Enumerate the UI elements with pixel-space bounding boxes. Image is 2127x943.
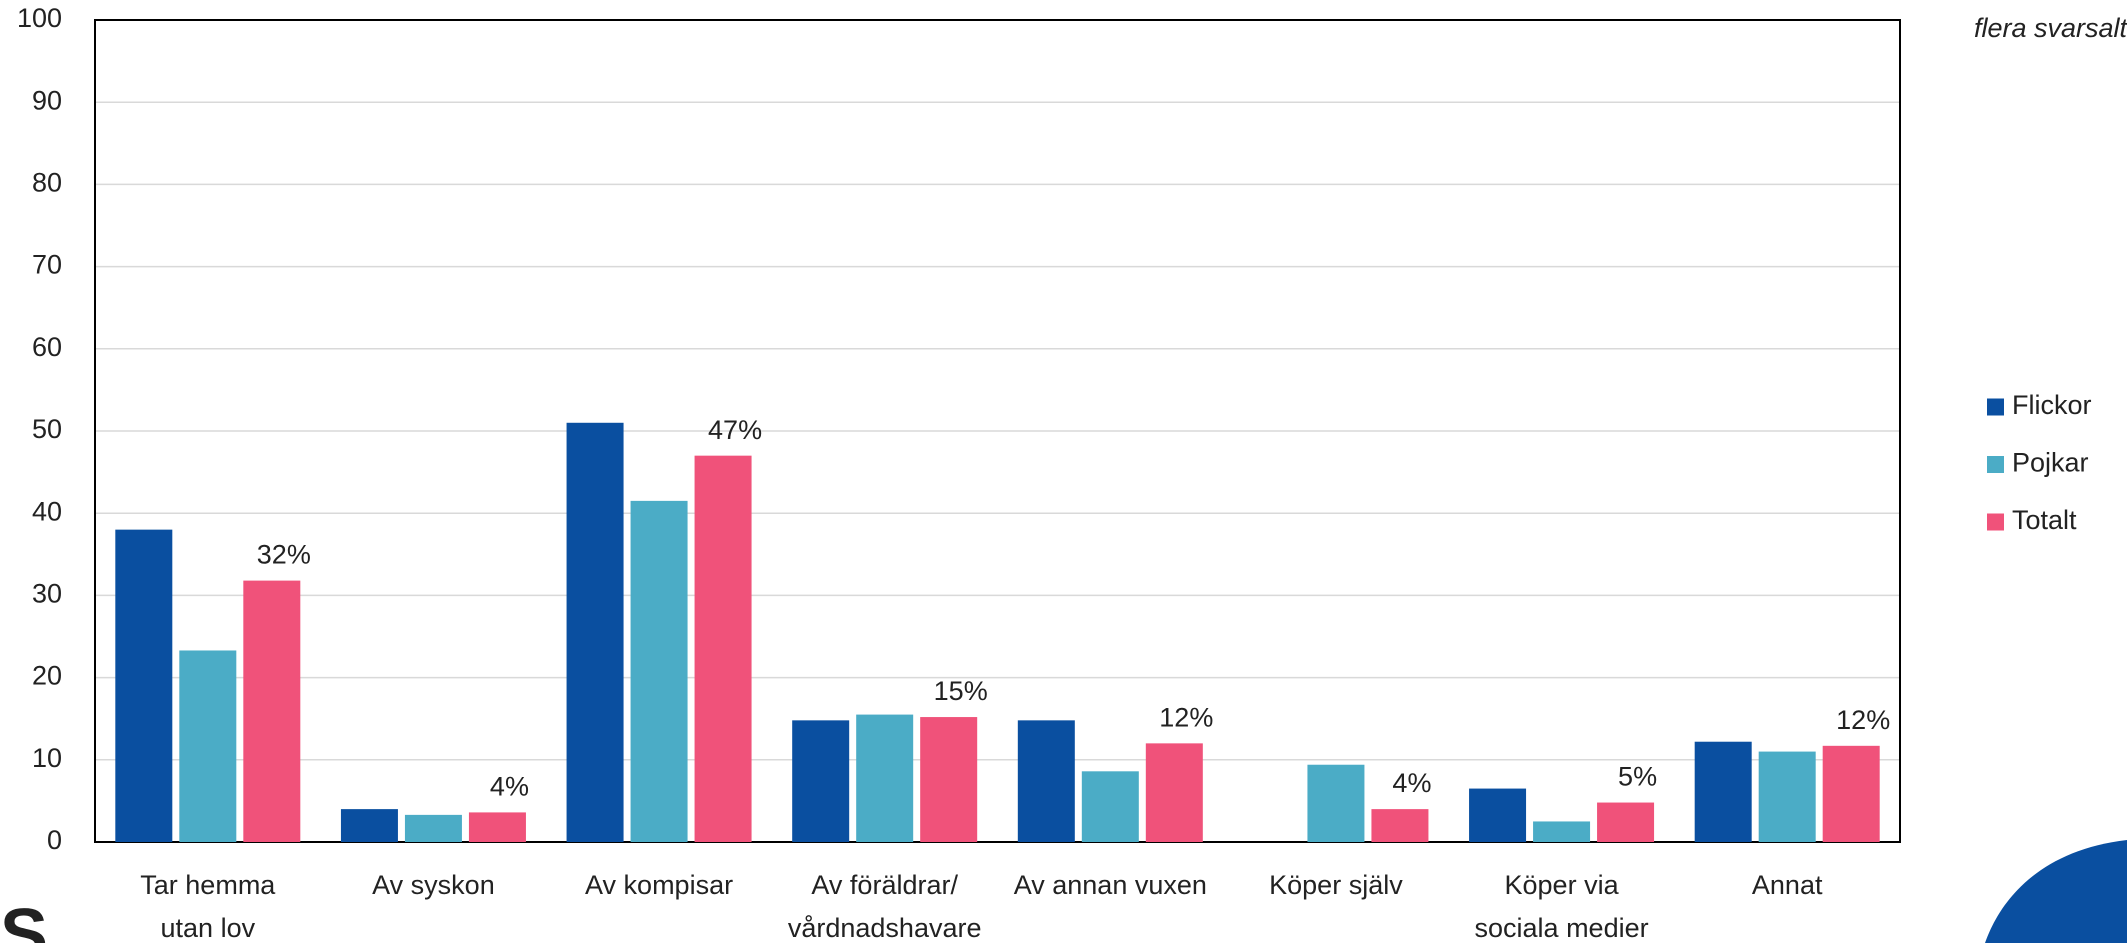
bar xyxy=(1371,809,1429,842)
bar xyxy=(920,717,978,842)
bar xyxy=(243,580,301,842)
legend-swatch xyxy=(1987,513,2004,531)
bar xyxy=(1597,802,1655,842)
legend-label: Flickor xyxy=(2012,390,2092,420)
data-label: 4% xyxy=(490,772,529,802)
x-tick-label: Av kompisar xyxy=(585,870,733,900)
bar xyxy=(1822,745,1880,842)
bar xyxy=(404,814,462,842)
bar xyxy=(468,812,526,842)
bar xyxy=(1017,720,1075,842)
legend-label: Totalt xyxy=(2012,505,2077,535)
bar xyxy=(1694,741,1752,842)
bar xyxy=(1469,788,1527,842)
y-tick-label: 10 xyxy=(32,743,62,773)
y-tick-label: 50 xyxy=(32,414,62,444)
bar xyxy=(856,714,914,842)
bar xyxy=(1145,743,1203,842)
bar xyxy=(179,650,237,842)
x-tick-label: Tar hemma utan lov xyxy=(140,870,276,943)
annotation: flera svarsalt xyxy=(1974,13,2127,43)
bar xyxy=(1081,771,1139,842)
data-label: 15% xyxy=(934,676,988,706)
y-tick-label: 30 xyxy=(32,579,62,609)
x-tick-label: Av syskon xyxy=(372,870,495,900)
x-tick-label: Köper via sociala medier xyxy=(1475,870,1649,943)
x-tick-label: Köper själv xyxy=(1269,870,1403,900)
y-tick-label: 0 xyxy=(47,825,62,855)
bar xyxy=(1758,751,1816,842)
decoration xyxy=(1985,840,2127,943)
bar xyxy=(630,500,688,842)
data-label: 47% xyxy=(708,415,762,445)
bar xyxy=(566,422,624,842)
x-tick-label: Av föräldrar/vårdnadshavare xyxy=(788,870,982,943)
bar xyxy=(340,809,398,842)
y-tick-label: 90 xyxy=(32,85,62,115)
data-label: 4% xyxy=(1392,768,1431,798)
x-tick-label: Av annan vuxen xyxy=(1014,870,1207,900)
y-tick-label: 80 xyxy=(32,168,62,198)
x-tick-label: Annat xyxy=(1752,870,1823,900)
legend-label: Pojkar xyxy=(2012,448,2089,478)
y-tick-label: 60 xyxy=(32,332,62,362)
y-tick-label: 100 xyxy=(17,3,62,33)
y-tick-label: 70 xyxy=(32,250,62,280)
data-label: 12% xyxy=(1836,705,1890,735)
plot-border xyxy=(94,19,1901,843)
data-label: 12% xyxy=(1159,702,1213,732)
y-tick-label: 20 xyxy=(32,661,62,691)
bar xyxy=(694,455,752,842)
data-label: 5% xyxy=(1618,762,1657,792)
bar xyxy=(1307,764,1365,842)
annotation: S xyxy=(0,895,48,943)
legend-swatch xyxy=(1987,398,2004,416)
data-label: 32% xyxy=(257,540,311,570)
bar xyxy=(1533,821,1591,842)
bar xyxy=(792,720,850,842)
y-tick-label: 40 xyxy=(32,496,62,526)
legend-swatch xyxy=(1987,456,2004,473)
bar xyxy=(115,529,173,842)
